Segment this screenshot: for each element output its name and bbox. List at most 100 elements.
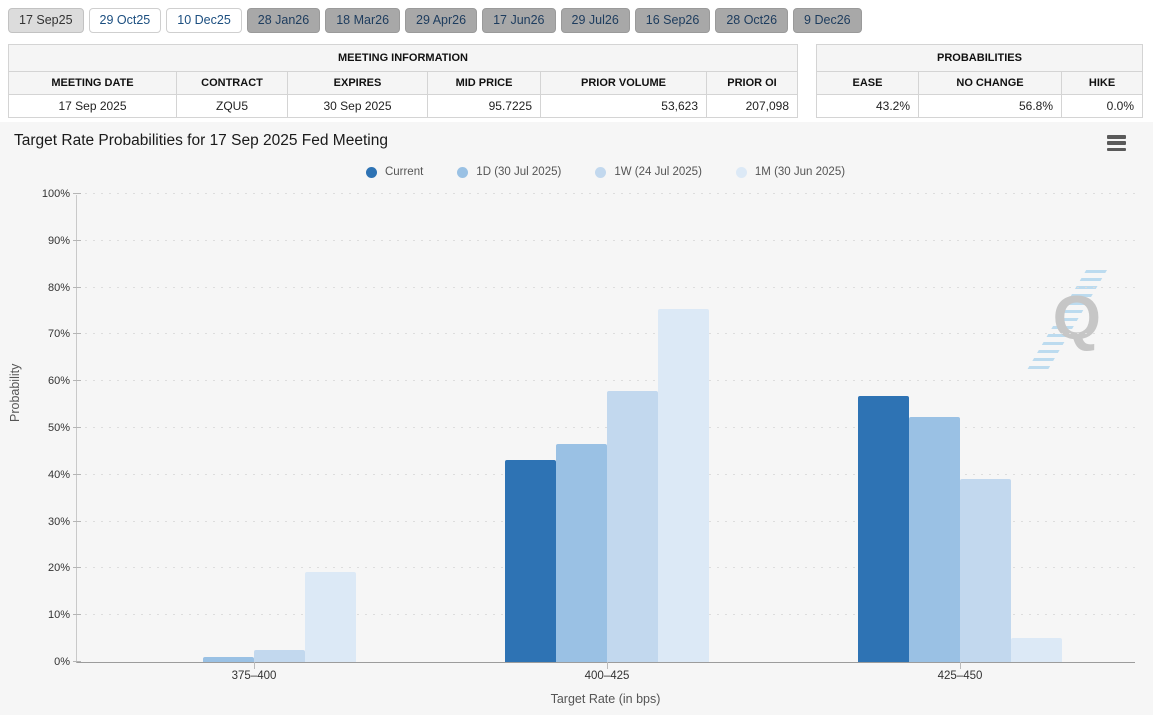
plot-area: Q 0% 10% 20% 30% 40% 50% 60% 70% 80% 90% 100% 375–4…: [42, 188, 1135, 682]
y-tick-mark: [73, 474, 81, 475]
tab-28-jan26[interactable]: 28 Jan26: [246, 8, 321, 33]
legend-item-1m-30-jun-2025[interactable]: 1M (30 Jun 2025): [735, 166, 846, 178]
legend-label: 1D (30 Jul 2025): [476, 166, 562, 178]
y-tick-label: 0%: [54, 656, 70, 668]
bar-1w-24-jul-2025-425-450[interactable]: [960, 479, 1011, 662]
bar-1w-24-jul-2025-400-425[interactable]: [607, 391, 658, 662]
y-tick-mark: [73, 427, 81, 428]
y-tick-label: 30%: [47, 516, 70, 528]
x-tick-label-400-425: 400–425: [584, 670, 630, 682]
y-axis-title: Probability: [8, 363, 22, 422]
probabilities-title: PROBABILITIES: [815, 44, 1144, 72]
meeting_info-value-meeting-date: 17 Sep 2025: [8, 94, 177, 118]
tab-18-mar26[interactable]: 18 Mar26: [325, 8, 401, 33]
tab-29-apr26[interactable]: 29 Apr26: [405, 8, 478, 33]
meeting-tabs: 17 Sep25 29 Oct25 10 Dec25 28 Jan26 18 Mar26…: [8, 8, 862, 33]
legend-dot-icon: [457, 166, 469, 178]
probabilities-value-no-change: 56.8%: [918, 94, 1062, 118]
meeting-information-table: MEETING INFORMATION MEETING DATE CONTRACT E…: [8, 44, 798, 118]
meeting_info-header-expires: EXPIRES: [287, 71, 428, 95]
legend-label: 1M (30 Jun 2025): [754, 166, 846, 178]
probabilities-header-ease: EASE: [816, 71, 919, 95]
meeting_info-header-prior-volume: PRIOR VOLUME: [540, 71, 707, 95]
x-tick-label-425-450: 425–450: [937, 670, 983, 682]
legend-dot-icon: [735, 166, 747, 178]
y-tick-mark: [73, 287, 81, 288]
probabilities-value-hike: 0.0%: [1060, 94, 1144, 118]
legend-label: Current: [384, 166, 424, 178]
legend-label: 1W (24 Jul 2025): [614, 166, 702, 178]
meeting_info-value-expires: 30 Sep 2025: [287, 94, 428, 118]
legend-item-1w-24-jul-2025[interactable]: 1W (24 Jul 2025): [595, 166, 702, 178]
tab-28-oct26[interactable]: 28 Oct26: [715, 8, 789, 33]
probabilities-table: PROBABILITIES EASE NO CHANGE HIKE 43.2% 56.8%…: [815, 44, 1144, 118]
x-tick-mark: [960, 662, 961, 669]
probabilities-value-ease: 43.2%: [816, 94, 919, 118]
y-tick-label: 40%: [47, 469, 70, 481]
y-tick-label: 10%: [47, 609, 70, 621]
y-tick-label: 80%: [47, 282, 70, 294]
hamburger-menu-icon[interactable]: [1107, 135, 1126, 151]
x-tick-mark: [254, 662, 255, 669]
bar-1w-24-jul-2025-375-400[interactable]: [254, 650, 305, 662]
bar-1d-30-jul-2025-375-400[interactable]: [203, 657, 254, 662]
y-tick-mark: [73, 333, 81, 334]
chart-legend: Current 1D (30 Jul 2025) 1W (24 Jul 2025) 1…: [76, 166, 1135, 178]
info-tables: MEETING INFORMATION MEETING DATE CONTRACT E…: [8, 44, 1144, 118]
y-tick-label: 70%: [47, 328, 70, 340]
y-tick-label: 90%: [47, 235, 70, 247]
x-tick-label-375-400: 375–400: [231, 670, 277, 682]
tab-29-jul26[interactable]: 29 Jul26: [560, 8, 630, 33]
legend-item-1d-30-jul-2025[interactable]: 1D (30 Jul 2025): [457, 166, 561, 178]
meeting_info-header-meeting-date: MEETING DATE: [8, 71, 177, 95]
bar-1m-30-jun-2025-400-425[interactable]: [658, 309, 709, 662]
meeting_info-header-mid-price: MID PRICE: [427, 71, 541, 95]
tab-10-dec25[interactable]: 10 Dec25: [166, 8, 242, 33]
gridline: [77, 427, 1135, 428]
meeting_info-value-mid-price: 95.7225: [427, 94, 541, 118]
gridline: [77, 333, 1135, 334]
x-tick-mark: [607, 662, 608, 669]
y-tick-mark: [73, 193, 81, 194]
y-tick-label: 20%: [47, 562, 70, 574]
gridline: [77, 193, 1135, 194]
bar-1d-30-jul-2025-425-450[interactable]: [909, 417, 960, 662]
x-axis-title: Target Rate (in bps): [550, 692, 661, 706]
bar-1m-30-jun-2025-425-450[interactable]: [1011, 638, 1062, 662]
legend-dot-icon: [595, 166, 607, 178]
meeting_info-value-prior-volume: 53,623: [540, 94, 707, 118]
tab-29-oct25[interactable]: 29 Oct25: [88, 8, 162, 33]
gridline: [77, 380, 1135, 381]
meeting_info-header-prior-oi: PRIOR OI: [706, 71, 798, 95]
tab-17-jun26[interactable]: 17 Jun26: [482, 8, 556, 33]
chart-panel: Target Rate Probabilities for 17 Sep 202…: [0, 122, 1153, 715]
chart-title: Target Rate Probabilities for 17 Sep 202…: [14, 132, 388, 149]
gridline: [77, 287, 1135, 288]
bar-1d-30-jul-2025-400-425[interactable]: [556, 444, 607, 662]
y-tick-label: 60%: [47, 375, 70, 387]
bar-current-425-450[interactable]: [858, 396, 909, 662]
legend-item-current[interactable]: Current: [365, 166, 424, 178]
tab-17-sep25[interactable]: 17 Sep25: [8, 8, 84, 33]
meeting_info-header-contract: CONTRACT: [176, 71, 288, 95]
gridline: [77, 240, 1135, 241]
y-tick-mark: [73, 521, 81, 522]
y-tick-mark: [73, 380, 81, 381]
meeting_info-title: MEETING INFORMATION: [8, 44, 798, 72]
quikstrike-watermark-icon: Q: [1027, 270, 1107, 370]
y-tick-mark: [73, 661, 81, 662]
y-tick-label: 50%: [47, 422, 70, 434]
tab-16-sep26[interactable]: 16 Sep26: [634, 8, 711, 33]
legend-dot-icon: [365, 166, 377, 178]
bar-1m-30-jun-2025-375-400[interactable]: [305, 572, 356, 662]
meeting_info-value-contract: ZQU5: [176, 94, 288, 118]
meeting_info-value-prior-oi: 207,098: [706, 94, 798, 118]
probabilities-header-no-change: NO CHANGE: [918, 71, 1062, 95]
y-tick-label: 100%: [41, 188, 70, 200]
bar-current-400-425[interactable]: [505, 460, 556, 662]
probabilities-header-hike: HIKE: [1060, 71, 1144, 95]
y-tick-mark: [73, 614, 81, 615]
y-tick-mark: [73, 567, 81, 568]
tab-9-dec26[interactable]: 9 Dec26: [793, 8, 862, 33]
y-tick-mark: [73, 240, 81, 241]
